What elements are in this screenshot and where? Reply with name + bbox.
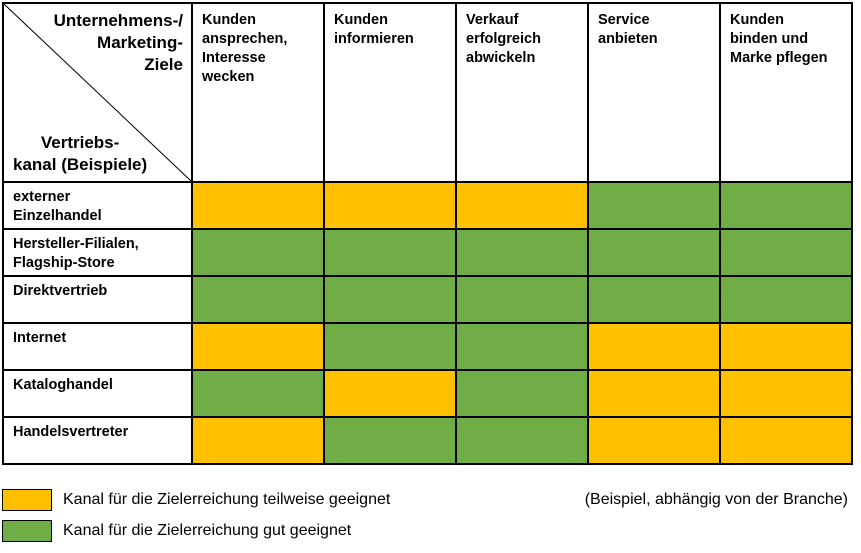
rating-cell bbox=[455, 181, 589, 230]
channel-cell: externer Einzelhandel bbox=[2, 181, 193, 230]
goal-header-label: Kunden binden und Marke pflegen bbox=[730, 12, 828, 66]
header-row: Unternehmens-/ Marketing- Ziele Vertrieb… bbox=[2, 2, 853, 183]
table-row: Hersteller-Filialen, Flagship-Store bbox=[2, 228, 853, 277]
goal-header-label: Kunden informieren bbox=[334, 12, 414, 47]
channel-label: Internet bbox=[13, 330, 67, 346]
rating-cell bbox=[191, 322, 325, 371]
table-row: Kataloghandel bbox=[2, 369, 853, 418]
table-row: Handelsvertreter bbox=[2, 416, 853, 465]
rating-cell bbox=[719, 228, 853, 277]
rating-cell bbox=[191, 228, 325, 277]
rating-cell bbox=[323, 228, 457, 277]
matrix-body: externer Einzelhandel Hersteller-Filiale… bbox=[2, 181, 853, 465]
rating-cell bbox=[455, 322, 589, 371]
legend-note: (Beispiel, abhängig von der Branche) bbox=[584, 491, 848, 508]
channel-label: Kataloghandel bbox=[13, 377, 113, 393]
goal-header-label: Kunden ansprechen, Interesse wecken bbox=[202, 12, 288, 85]
rating-cell bbox=[719, 416, 853, 465]
corner-diagonal bbox=[4, 4, 191, 181]
rating-cell bbox=[455, 228, 589, 277]
rating-cell bbox=[719, 322, 853, 371]
legend-swatch-partial bbox=[2, 489, 52, 511]
rating-cell bbox=[455, 416, 589, 465]
legend-swatch-good bbox=[2, 520, 52, 542]
rating-cell bbox=[719, 369, 853, 418]
rating-cell bbox=[323, 322, 457, 371]
rating-cell bbox=[323, 275, 457, 324]
rating-cell bbox=[587, 322, 721, 371]
rating-cell bbox=[323, 181, 457, 230]
rating-cell bbox=[719, 275, 853, 324]
rating-cell bbox=[587, 369, 721, 418]
channel-cell: Kataloghandel bbox=[2, 369, 193, 418]
channel-label: Handelsvertreter bbox=[13, 424, 129, 440]
goal-header: Kunden informieren bbox=[323, 2, 457, 183]
rating-cell bbox=[191, 416, 325, 465]
rating-cell bbox=[191, 181, 325, 230]
channel-goal-matrix: Unternehmens-/ Marketing- Ziele Vertrieb… bbox=[2, 2, 853, 465]
rating-cell bbox=[191, 275, 325, 324]
rating-cell bbox=[587, 416, 721, 465]
rating-cell bbox=[191, 369, 325, 418]
channel-cell: Handelsvertreter bbox=[2, 416, 193, 465]
table-row: Direktvertrieb bbox=[2, 275, 853, 324]
rating-cell bbox=[455, 369, 589, 418]
rating-cell bbox=[455, 275, 589, 324]
channel-axis-label: Vertriebs- kanal (Beispiele) bbox=[13, 133, 148, 174]
goal-header-label: Verkauf erfolgreich abwickeln bbox=[466, 12, 541, 66]
channel-cell: Hersteller-Filialen, Flagship-Store bbox=[2, 228, 193, 277]
legend-label-good: Kanal für die Zielerreichung gut geeigne… bbox=[63, 522, 352, 539]
rating-cell bbox=[587, 228, 721, 277]
legend-label-partial: Kanal für die Zielerreichung teilweise g… bbox=[63, 491, 391, 508]
channel-cell: Direktvertrieb bbox=[2, 275, 193, 324]
channel-label: Hersteller-Filialen, Flagship-Store bbox=[13, 236, 139, 271]
goal-header-label: Service anbieten bbox=[598, 12, 658, 47]
goal-header: Kunden binden und Marke pflegen bbox=[719, 2, 853, 183]
legend-partial: Kanal für die Zielerreichung teilweise g… bbox=[2, 489, 858, 513]
table-row: Internet bbox=[2, 322, 853, 371]
table-row: externer Einzelhandel bbox=[2, 181, 853, 230]
legend-good: Kanal für die Zielerreichung gut geeigne… bbox=[2, 520, 858, 544]
rating-cell bbox=[587, 275, 721, 324]
rating-cell bbox=[323, 416, 457, 465]
channel-label: externer Einzelhandel bbox=[13, 189, 102, 224]
corner-cell: Unternehmens-/ Marketing- Ziele Vertrieb… bbox=[2, 2, 193, 183]
goal-header: Verkauf erfolgreich abwickeln bbox=[455, 2, 589, 183]
rating-cell bbox=[719, 181, 853, 230]
channel-label: Direktvertrieb bbox=[13, 283, 108, 299]
goal-header: Kunden ansprechen, Interesse wecken bbox=[191, 2, 325, 183]
goals-axis-label: Unternehmens-/ Marketing- Ziele bbox=[53, 11, 183, 74]
channel-cell: Internet bbox=[2, 322, 193, 371]
rating-cell bbox=[587, 181, 721, 230]
goal-header: Service anbieten bbox=[587, 2, 721, 183]
rating-cell bbox=[323, 369, 457, 418]
